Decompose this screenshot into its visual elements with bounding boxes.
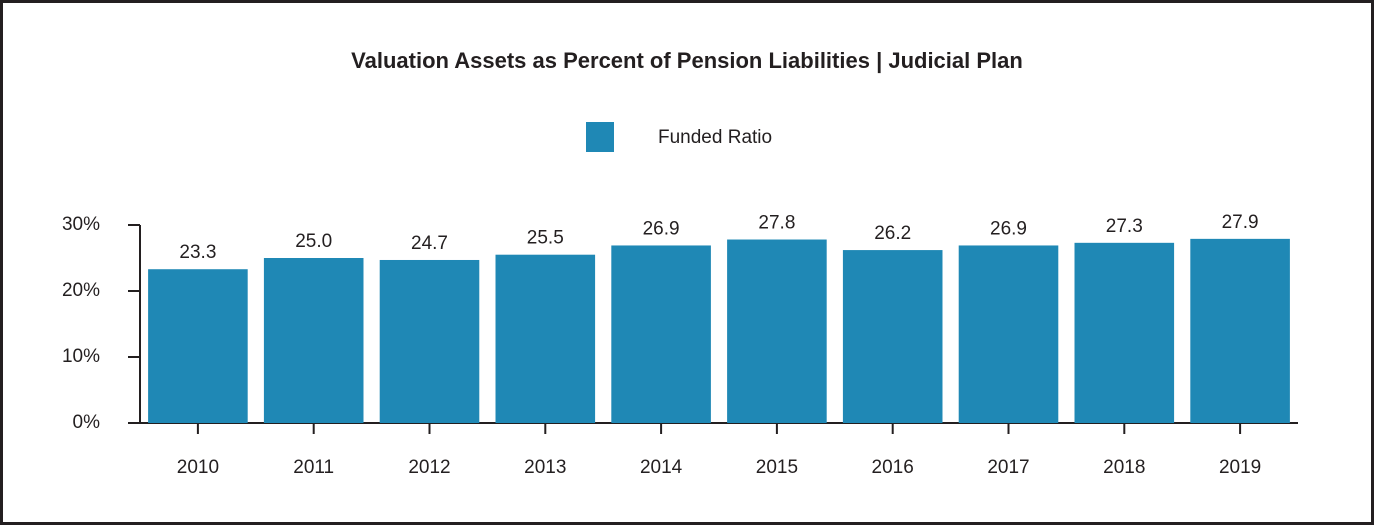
bar (958, 245, 1059, 423)
legend-label: Funded Ratio (658, 127, 772, 148)
x-tick-label: 2016 (872, 457, 914, 478)
x-tick-label: 2015 (756, 457, 798, 478)
y-tick-label: 20% (62, 280, 100, 301)
bar (1074, 242, 1175, 423)
x-tick-label: 2017 (987, 457, 1029, 478)
x-tick-label: 2014 (640, 457, 683, 478)
bar (148, 269, 248, 423)
bar (842, 250, 943, 423)
value-label: 26.9 (643, 218, 680, 239)
value-label: 26.2 (874, 223, 911, 244)
bar (611, 245, 711, 423)
chart-title: Valuation Assets as Percent of Pension L… (351, 48, 1023, 73)
value-label: 27.9 (1222, 212, 1259, 233)
y-tick-label: 10% (62, 346, 100, 367)
value-label: 25.0 (295, 231, 332, 252)
value-label: 24.7 (411, 233, 448, 254)
value-label: 26.9 (990, 218, 1027, 239)
x-tick-label: 2018 (1103, 457, 1145, 478)
bar (1190, 238, 1290, 423)
y-tick-label: 0% (73, 412, 101, 433)
bar (263, 258, 364, 423)
value-label: 27.8 (758, 213, 795, 234)
x-tick-label: 2010 (177, 457, 219, 478)
value-label: 27.3 (1106, 216, 1143, 237)
x-tick-label: 2019 (1219, 457, 1261, 478)
bar (379, 259, 480, 423)
bar (495, 254, 596, 423)
bar (727, 239, 827, 423)
legend-swatch (586, 122, 614, 152)
y-tick-label: 30% (62, 214, 100, 235)
value-label: 25.5 (527, 228, 564, 249)
x-tick-label: 2012 (408, 457, 450, 478)
value-label: 23.3 (179, 242, 216, 263)
x-tick-label: 2011 (293, 457, 334, 478)
x-tick-label: 2013 (524, 457, 566, 478)
